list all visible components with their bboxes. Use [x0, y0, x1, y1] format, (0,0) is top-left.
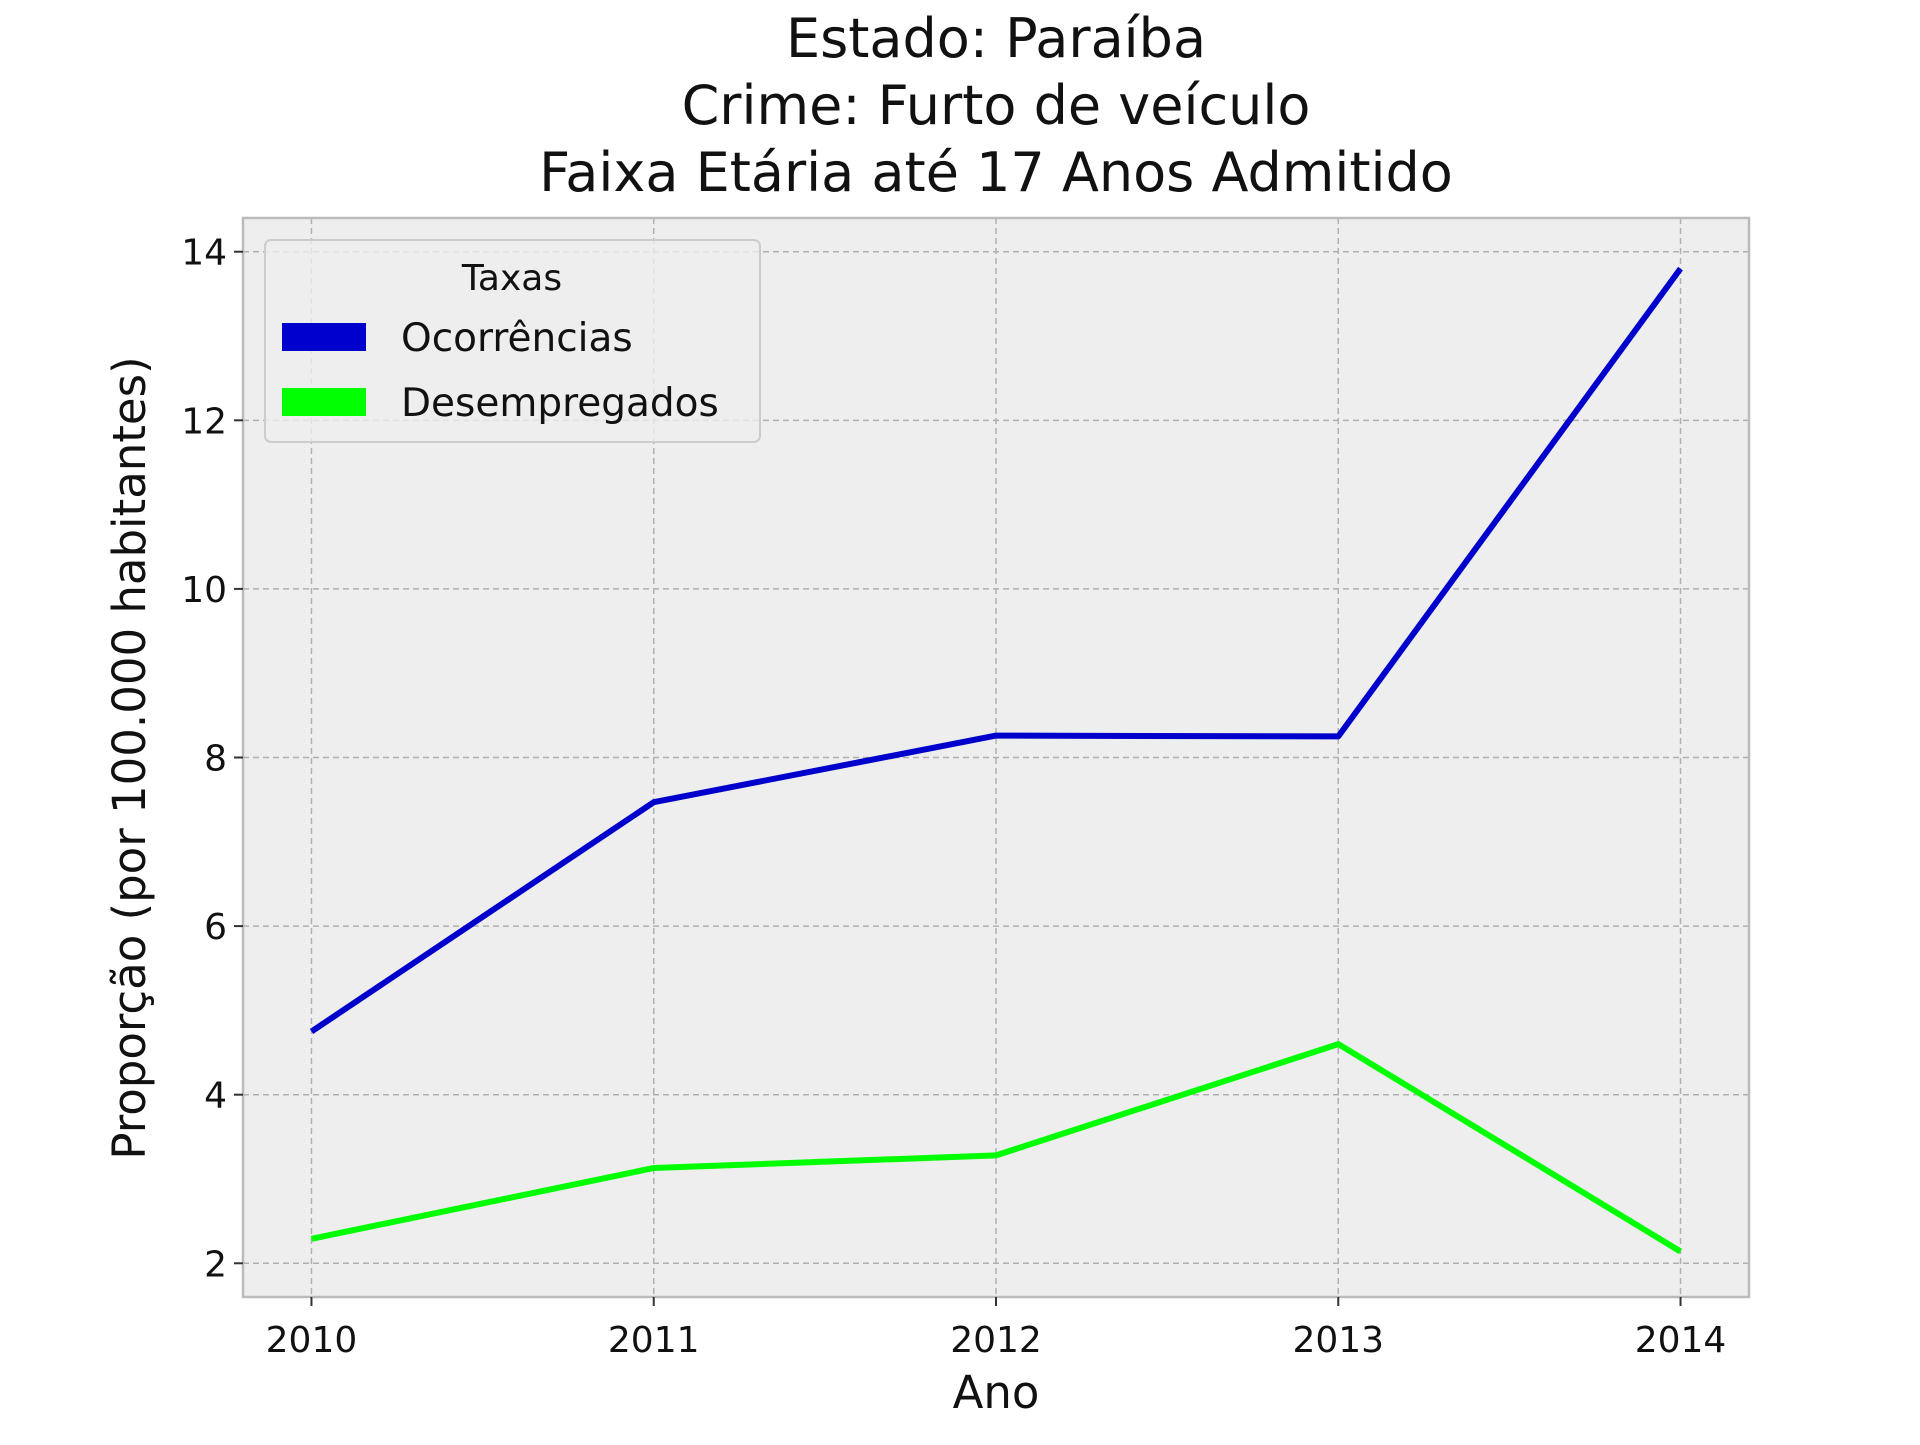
series-lines [309, 266, 1683, 1255]
x-tick-label: 2010 [266, 1320, 358, 1361]
legend-label-desempregados: Desempregados [401, 381, 719, 426]
y-tick-label: 10 [181, 570, 227, 611]
y-tick-label: 6 [204, 907, 227, 948]
legend: Taxas Ocorrências Desempregados [264, 239, 761, 443]
legend-swatch-ocorrencias [282, 323, 366, 351]
x-tick-label: 2013 [1292, 1320, 1384, 1361]
y-tick-label: 8 [204, 739, 227, 780]
legend-swatch-desempregados [282, 388, 366, 416]
x-tick-label: 2011 [608, 1320, 700, 1361]
x-axis-label: Ano [953, 1366, 1040, 1419]
y-axis-label: Proporção (por 100.000 habitantes) [103, 356, 156, 1159]
y-tick-label: 4 [204, 1076, 227, 1117]
grid [243, 218, 1749, 1297]
chart-title: Estado: Paraíba Crime: Furto de veículo … [539, 7, 1453, 204]
series-line-ocorrencias [309, 266, 1683, 1034]
axis-ticks: 2010 2011 2012 2013 2014 2 4 6 8 10 12 14 [181, 233, 1726, 1361]
y-tick-label: 2 [204, 1244, 227, 1285]
title-line-1: Estado: Paraíba [786, 7, 1206, 70]
title-line-3: Faixa Etária até 17 Anos Admitido [539, 141, 1453, 204]
x-tick-label: 2012 [950, 1320, 1042, 1361]
y-tick-label: 14 [181, 233, 227, 274]
legend-title: Taxas [461, 258, 562, 299]
series-line-desempregados [310, 1041, 1683, 1255]
y-tick-label: 12 [181, 401, 227, 442]
legend-label-ocorrencias: Ocorrências [401, 316, 633, 361]
title-line-2: Crime: Furto de veículo [682, 74, 1311, 137]
x-tick-label: 2014 [1635, 1320, 1727, 1361]
legend-box [264, 239, 761, 443]
